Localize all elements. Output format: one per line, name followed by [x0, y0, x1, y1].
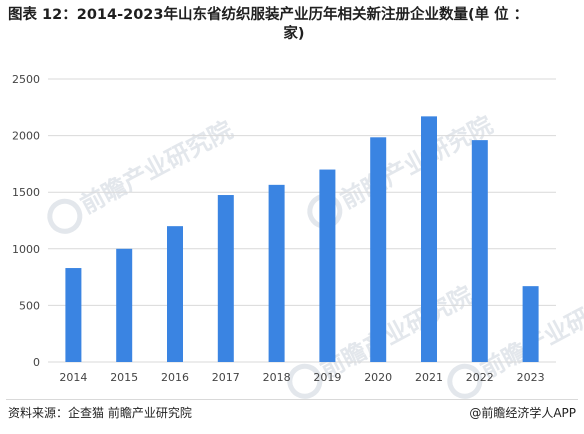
x-tick-label: 2019 — [313, 371, 341, 384]
bar-2017 — [217, 195, 234, 362]
chart-title-line1: 图表 12：2014-2023年山东省纺织服装产业历年相关新注册企业数量(单 位… — [8, 7, 529, 23]
y-tick-label: 0 — [33, 356, 40, 369]
x-tick-label: 2017 — [212, 371, 240, 384]
x-axis-labels: 2014 2015 2016 2017 2018 2019 2020 2021 2022 2023 — [59, 371, 544, 384]
watermark-logo-icon — [47, 198, 83, 234]
x-tick-label: 2018 — [263, 371, 291, 384]
x-tick-label: 2015 — [110, 371, 138, 384]
gridlines — [48, 78, 556, 363]
footer-divider — [6, 399, 578, 400]
bar-2015 — [116, 248, 133, 362]
x-tick-label: 2023 — [517, 371, 545, 384]
x-tick-label: 2021 — [415, 371, 443, 384]
chart-title-line2: 家) — [283, 26, 305, 42]
watermark-text: 前瞻产业研究院 — [76, 116, 237, 220]
y-tick-label: 1000 — [12, 243, 40, 256]
watermark-logo-icon — [287, 363, 323, 399]
x-tick-label: 2016 — [161, 371, 189, 384]
bar-2023 — [522, 286, 539, 362]
y-axis-labels: 0 500 1000 1500 2000 2500 — [12, 73, 40, 369]
watermark-logo-icon — [447, 363, 483, 399]
y-tick-label: 2000 — [12, 130, 40, 143]
y-tick-label: 2500 — [12, 73, 40, 86]
x-tick-label: 2022 — [466, 371, 494, 384]
credit-note: @前瞻经济学人APP — [469, 406, 576, 420]
source-note: 资料来源：企查猫 前瞻产业研究院 — [8, 406, 192, 420]
x-tick-label: 2020 — [364, 371, 392, 384]
bars — [65, 116, 539, 362]
bar-2022 — [471, 140, 488, 362]
y-tick-label: 1500 — [12, 186, 40, 199]
x-tick-label: 2014 — [59, 371, 87, 384]
bar-2018 — [268, 184, 285, 362]
bar-2019 — [319, 169, 336, 362]
bar-2020 — [370, 137, 387, 362]
watermark: 前瞻产业研究院 — [47, 116, 237, 234]
bar-2016 — [167, 226, 183, 362]
y-tick-label: 500 — [19, 299, 40, 312]
bar-2021 — [421, 116, 437, 362]
bar-2014 — [65, 268, 82, 362]
chart-title: 图表 12：2014-2023年山东省纺织服装产业历年相关新注册企业数量(单 位… — [8, 6, 580, 44]
